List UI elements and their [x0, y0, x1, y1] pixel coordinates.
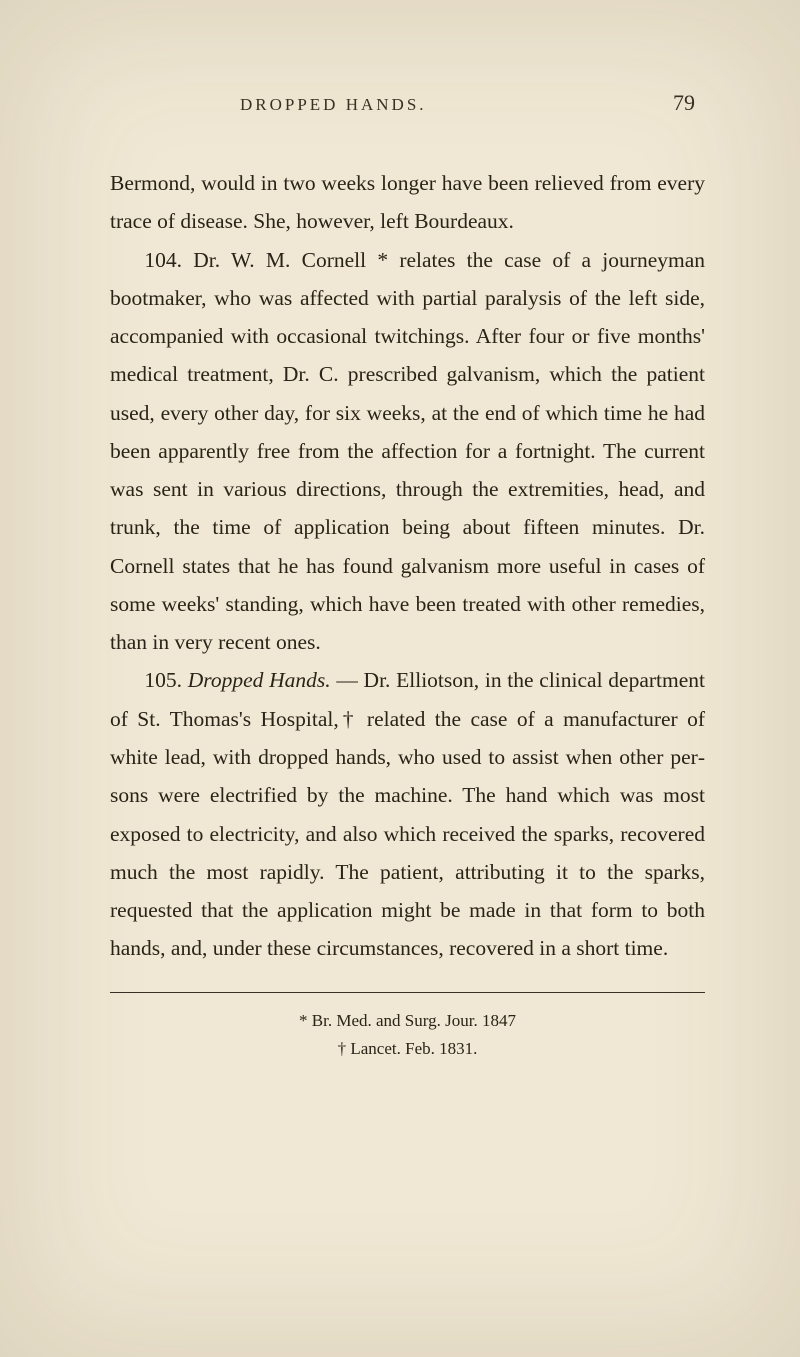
paragraph-105-body: — Dr. Elliotson, in the clinical departm…: [110, 668, 705, 960]
paragraph-104: 104. Dr. W. M. Cornell * relates the cas…: [110, 241, 705, 662]
body-text: Bermond, would in two weeks longer have …: [110, 164, 705, 968]
running-head: DROPPED HANDS.: [240, 95, 427, 115]
footnote-1: * Br. Med. and Surg. Jour. 1847: [110, 1007, 705, 1036]
page-header: DROPPED HANDS. 79: [110, 90, 705, 116]
paragraph-105-title: Dropped Hands.: [188, 668, 331, 692]
footnote-2: † Lancet. Feb. 1831.: [110, 1035, 705, 1064]
footnote-rule: [110, 992, 705, 993]
paragraph-105: 105. Dropped Hands. — Dr. Elliotson, in …: [110, 661, 705, 967]
page-container: DROPPED HANDS. 79 Bermond, would in two …: [0, 0, 800, 1124]
page-number: 79: [673, 90, 695, 116]
paragraph-continuation: Bermond, would in two weeks longer have …: [110, 164, 705, 241]
footnotes: * Br. Med. and Surg. Jour. 1847 † Lancet…: [110, 1007, 705, 1065]
paragraph-105-lead: 105.: [144, 668, 187, 692]
